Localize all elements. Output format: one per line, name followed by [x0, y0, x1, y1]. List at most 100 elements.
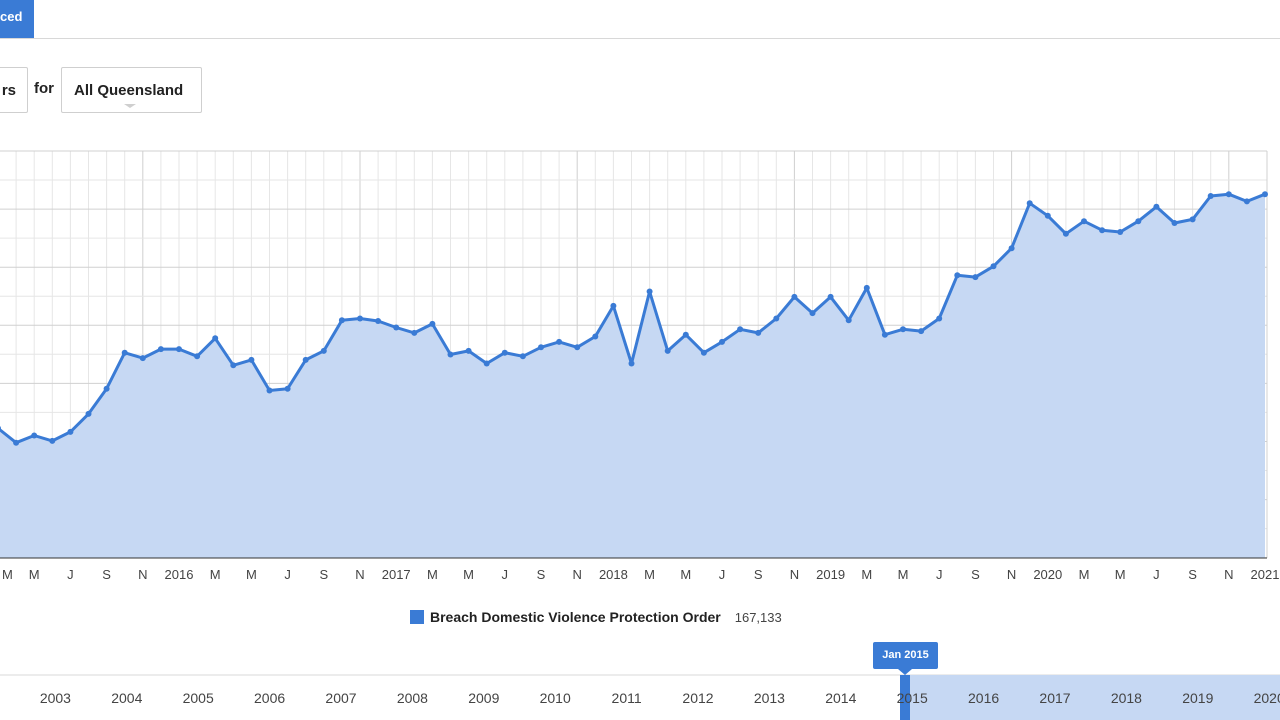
data-point	[212, 335, 219, 342]
data-point	[646, 288, 653, 295]
data-point	[755, 329, 762, 336]
data-point	[194, 353, 201, 360]
region-select[interactable]: All Queensland	[61, 67, 202, 113]
timeline-year-label: 2007	[325, 690, 356, 706]
x-tick-label: J	[67, 567, 74, 582]
data-point	[773, 315, 780, 322]
data-point	[157, 346, 164, 353]
data-point	[1008, 245, 1015, 252]
x-tick-label: N	[138, 567, 147, 582]
timeline-year-label: 2013	[754, 690, 785, 706]
timeline-year-label: 2006	[254, 690, 285, 706]
tab-active[interactable]: ced	[0, 0, 34, 38]
data-point	[918, 328, 925, 335]
x-tick-label: J	[936, 567, 943, 582]
timeline-marker-pointer	[898, 669, 912, 675]
x-tick-label: M	[1079, 567, 1090, 582]
x-tick-label: J	[284, 567, 291, 582]
data-point	[248, 356, 255, 363]
data-point	[538, 344, 544, 351]
x-tick-label: M	[463, 567, 474, 582]
data-point	[121, 349, 128, 356]
x-tick-label: N	[355, 567, 364, 582]
legend-swatch	[410, 610, 424, 624]
data-point	[809, 310, 816, 317]
timeline-year-label: 2014	[825, 690, 856, 706]
x-tick-label: 2021	[1251, 567, 1280, 582]
data-point	[592, 333, 599, 340]
x-tick-label: M	[427, 567, 438, 582]
x-tick-label: S	[1188, 567, 1197, 582]
data-point	[1099, 227, 1106, 234]
x-tick-label: S	[537, 567, 546, 582]
x-tick-label: M	[2, 567, 13, 582]
data-point	[230, 362, 237, 369]
data-point	[284, 385, 291, 392]
x-tick-label: M	[1115, 567, 1126, 582]
data-point	[845, 317, 852, 324]
timeline-selection	[905, 675, 1280, 720]
timeline-handle	[900, 675, 910, 720]
timeline-year-label: 2020	[1254, 690, 1280, 706]
data-point	[429, 320, 436, 327]
x-tick-label: M	[680, 567, 691, 582]
data-point	[357, 315, 363, 322]
x-tick-label: J	[719, 567, 726, 582]
data-point	[103, 385, 110, 392]
data-point	[13, 439, 20, 446]
series-area	[0, 194, 1265, 558]
data-point	[1044, 212, 1051, 219]
data-point	[1135, 218, 1142, 225]
timeline-start-marker[interactable]: Jan 2015	[873, 642, 938, 669]
data-point	[1081, 218, 1087, 225]
data-point	[1026, 200, 1033, 207]
x-tick-label: M	[644, 567, 655, 582]
x-tick-label: N	[573, 567, 582, 582]
tab-divider	[0, 38, 1280, 39]
data-point	[411, 329, 418, 336]
x-tick-label: M	[29, 567, 40, 582]
legend-label: Breach Domestic Violence Protection Orde…	[430, 609, 721, 625]
x-tick-label: 2020	[1033, 567, 1062, 582]
data-point	[954, 272, 961, 279]
x-tick-label: J	[502, 567, 509, 582]
data-point	[49, 437, 56, 444]
data-point	[393, 324, 400, 331]
timeline-year-label: 2003	[40, 690, 71, 706]
measure-select[interactable]: rs	[0, 67, 28, 113]
data-point	[628, 360, 635, 367]
region-select-value: All Queensland	[74, 82, 184, 99]
x-tick-label: 2018	[599, 567, 628, 582]
data-point	[67, 428, 74, 435]
timeline-year-label: 2016	[968, 690, 999, 706]
timeline-year-label: 2011	[612, 690, 642, 706]
data-point	[139, 355, 146, 362]
measure-select-value: rs	[1, 82, 16, 99]
x-tick-label: N	[1007, 567, 1016, 582]
timeline-year-label: 2019	[1182, 690, 1213, 706]
for-label: for	[34, 80, 54, 97]
timeline-year-label: 2004	[111, 690, 142, 706]
x-tick-label: N	[1224, 567, 1233, 582]
x-tick-label: 2017	[382, 567, 411, 582]
data-point	[266, 387, 273, 394]
data-point	[574, 344, 581, 351]
data-point	[990, 263, 997, 270]
data-point	[1207, 193, 1214, 199]
data-point	[1189, 216, 1196, 223]
timeline-year-label: 2010	[540, 690, 571, 706]
chevron-down-icon	[124, 104, 136, 108]
data-point	[556, 338, 563, 345]
x-tick-label: S	[319, 567, 328, 582]
data-point	[863, 284, 870, 291]
data-point	[1171, 220, 1178, 226]
x-tick-label: M	[861, 567, 872, 582]
x-tick-label: S	[754, 567, 763, 582]
data-point	[302, 356, 309, 363]
x-tick-label: S	[971, 567, 980, 582]
data-point	[320, 347, 327, 354]
timeline-year-label: 2012	[682, 690, 713, 706]
data-point	[1225, 191, 1232, 198]
data-point	[447, 351, 454, 358]
